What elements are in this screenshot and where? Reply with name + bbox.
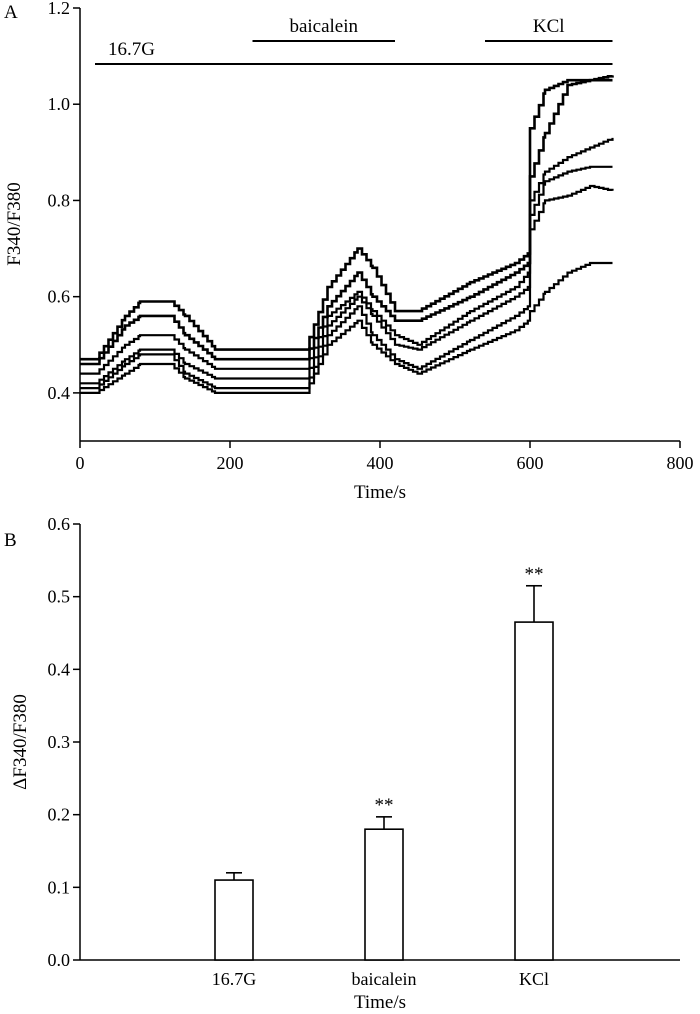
panel-a-y-label: F340/F380 bbox=[4, 182, 25, 265]
trace-3 bbox=[80, 137, 614, 375]
treatment-label-1: baicalein bbox=[289, 16, 358, 37]
panel-a-x-label: Time/s bbox=[354, 482, 406, 503]
category-label-16.7G: 16.7G bbox=[212, 969, 257, 989]
panel-b-y-tick-label: 0.5 bbox=[48, 587, 71, 607]
panel-a: A 0.4 0.6 0.8 1.0 1.2 0 200 400 600 800 16.7G bai… bbox=[4, 0, 694, 503]
panel-a-y-tick-label: 1.0 bbox=[48, 94, 71, 114]
panel-a-label: A bbox=[4, 2, 18, 23]
panel-b-y-tick-label: 0.4 bbox=[48, 659, 71, 679]
category-label-baicalein: baicalein bbox=[352, 969, 417, 989]
treatment-label-2: KCl bbox=[533, 16, 565, 37]
panel-b-y-tick-label: 0.6 bbox=[48, 514, 71, 534]
panel-a-y-tick-label: 0.8 bbox=[48, 190, 71, 210]
treatment-label-0: 16.7G bbox=[108, 39, 155, 60]
panel-b-y-tick-label: 0.1 bbox=[48, 877, 71, 897]
panel-b: B 0.0 0.1 0.2 0.3 0.4 0.5 0.6 16.7G ** baicalein… bbox=[4, 514, 680, 1013]
panel-a-x-tick-label: 0 bbox=[76, 453, 85, 473]
panel-b-y-label: ΔF340/F380 bbox=[10, 694, 31, 790]
panel-a-x-tick-label: 400 bbox=[367, 453, 394, 473]
trace-6 bbox=[80, 261, 613, 394]
bar-baicalein bbox=[364, 828, 404, 961]
category-label-KCl: KCl bbox=[519, 969, 549, 989]
significance-KCl: ** bbox=[525, 564, 544, 585]
panel-b-y-tick-label: 0.3 bbox=[48, 732, 71, 752]
significance-baicalein: ** bbox=[375, 795, 394, 816]
panel-a-x-tick-label: 800 bbox=[667, 453, 694, 473]
panel-b-y-tick-label: 0.2 bbox=[48, 805, 71, 825]
panel-b-y-tick-label: 0.0 bbox=[48, 950, 71, 970]
bar-16.7G bbox=[214, 879, 254, 961]
panel-a-y-tick-label: 1.2 bbox=[48, 0, 71, 18]
panel-a-y-tick-label: 0.6 bbox=[48, 287, 71, 307]
bar-KCl bbox=[514, 621, 554, 961]
panel-b-label: B bbox=[4, 530, 17, 551]
panel-a-x-tick-label: 200 bbox=[217, 453, 244, 473]
panel-a-x-tick-label: 600 bbox=[517, 453, 544, 473]
panel-b-x-label: Time/s bbox=[354, 992, 406, 1013]
trace-4 bbox=[80, 165, 613, 385]
panel-a-y-tick-label: 0.4 bbox=[48, 383, 71, 403]
trace-5 bbox=[80, 184, 614, 390]
